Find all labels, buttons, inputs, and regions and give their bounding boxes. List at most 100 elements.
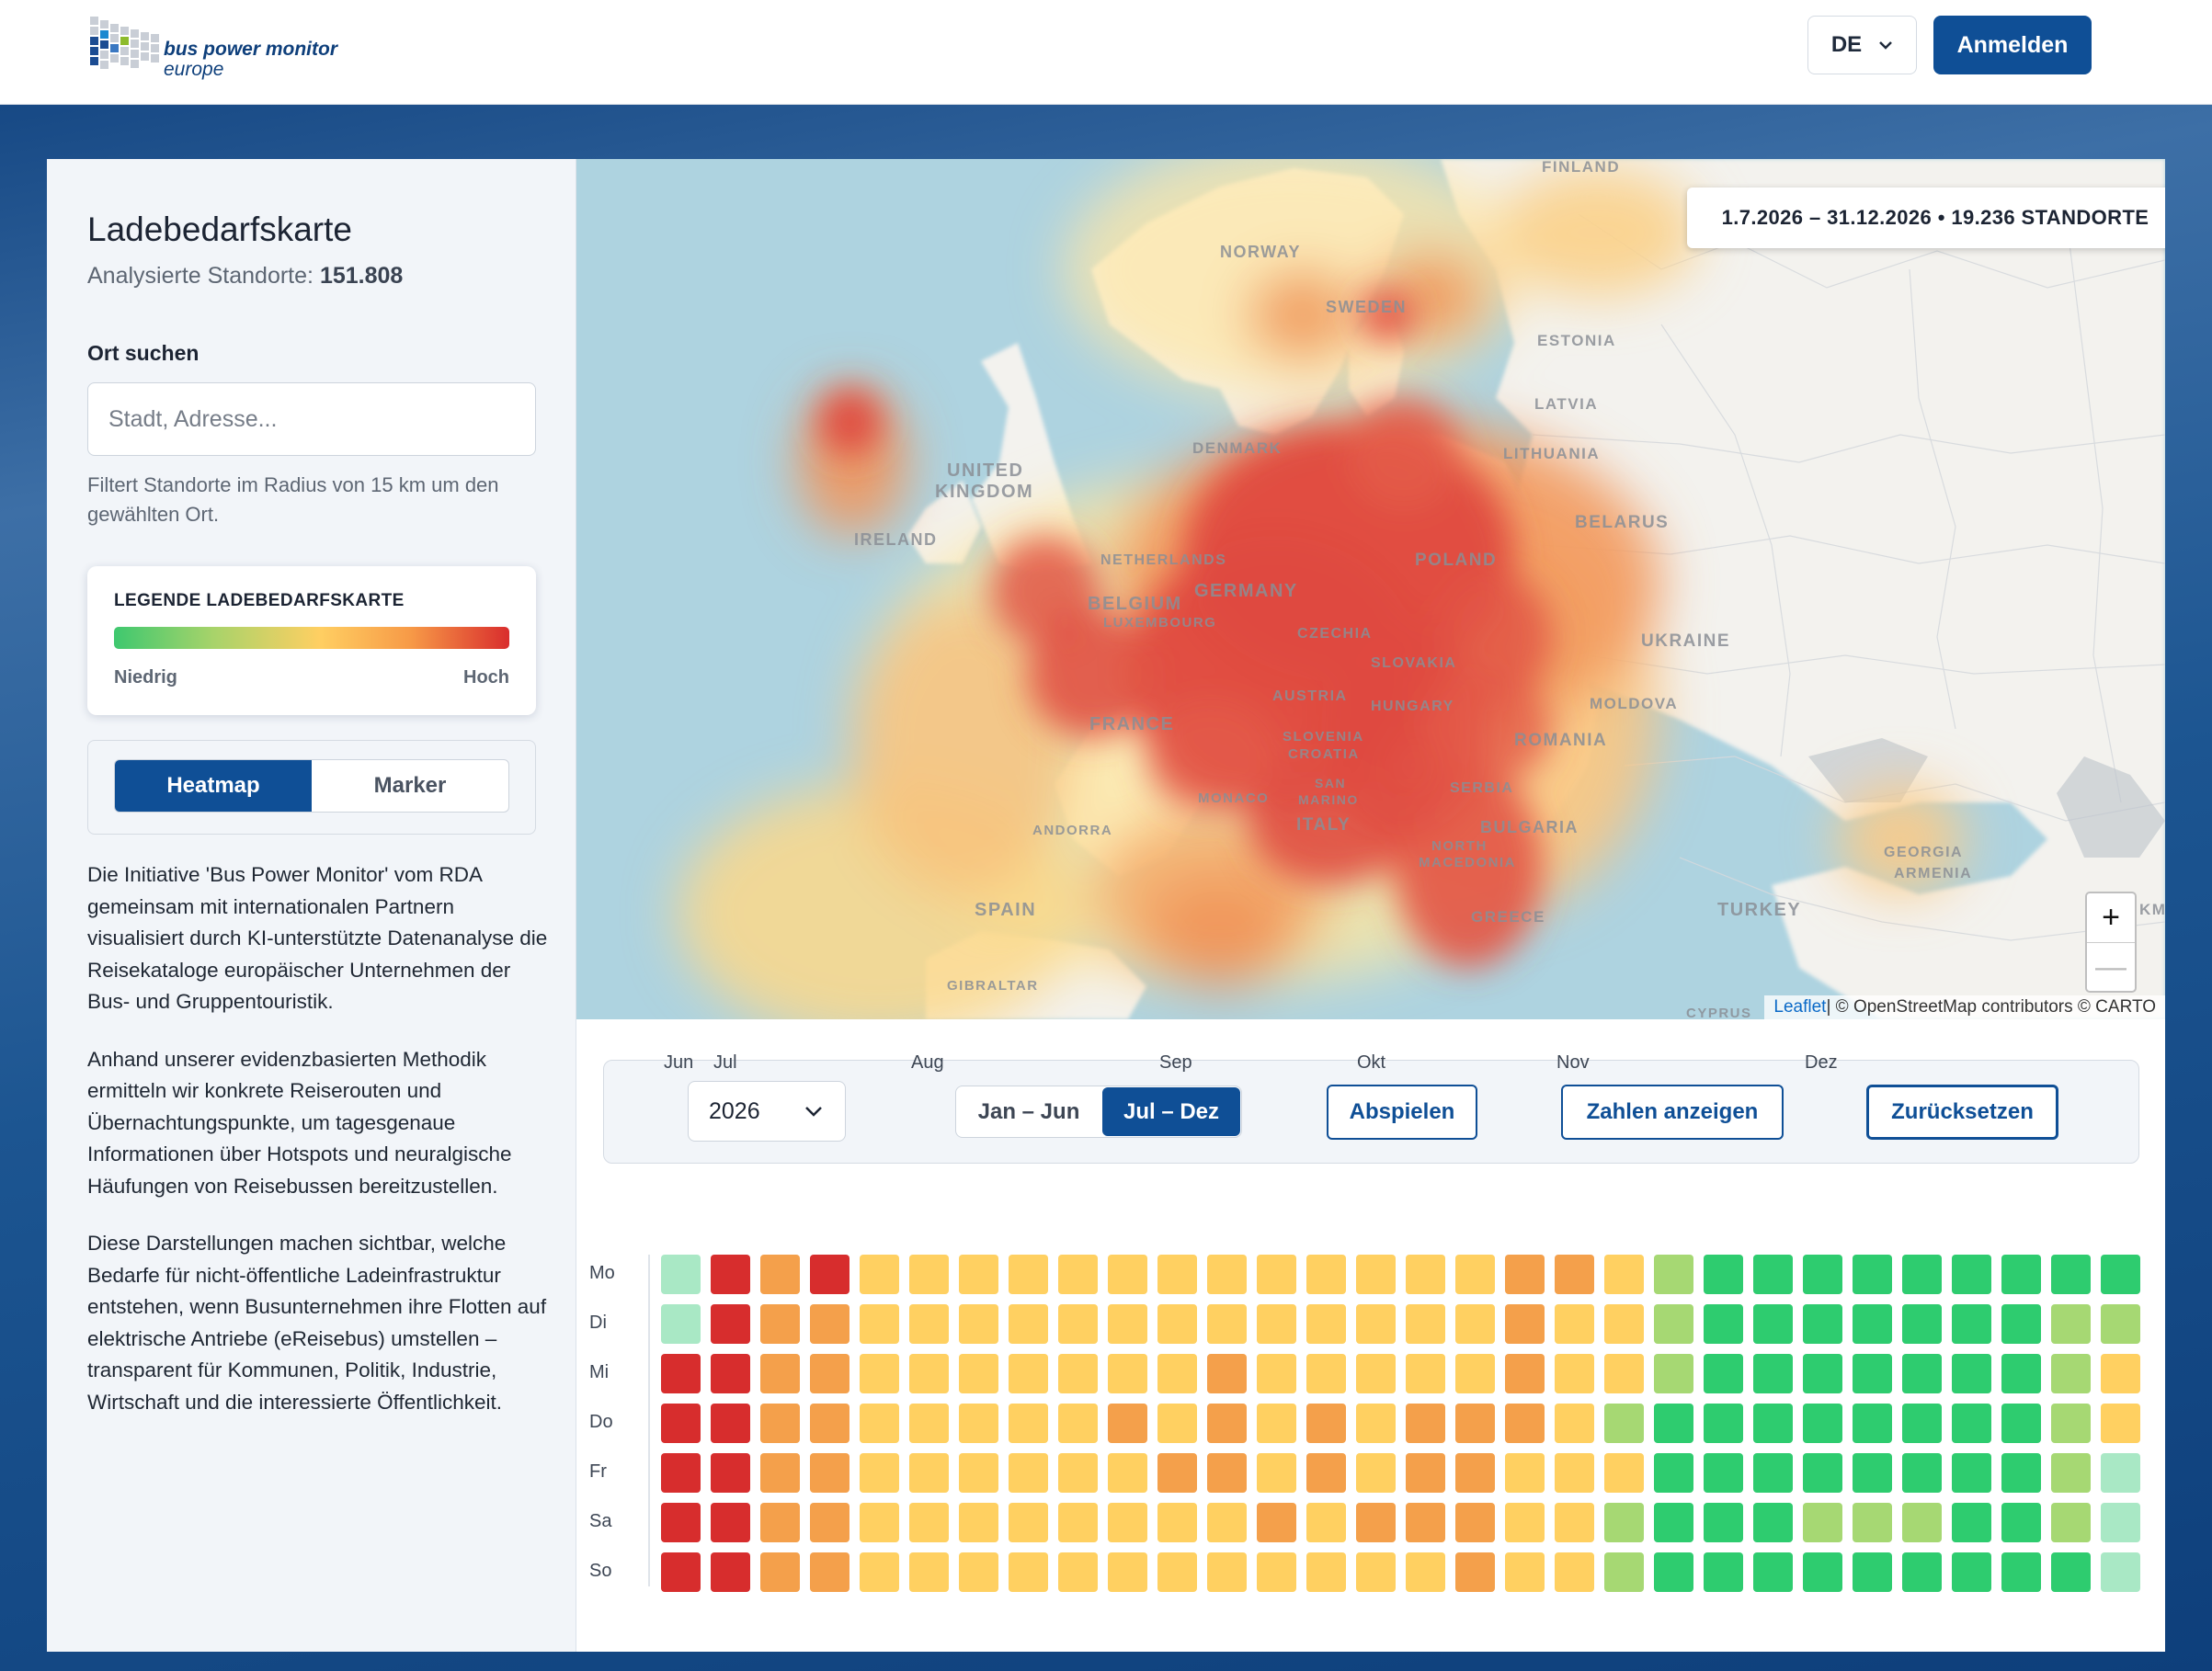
calendar-day-cell[interactable] — [810, 1354, 849, 1393]
calendar-day-cell[interactable] — [2051, 1453, 2091, 1493]
calendar-day-cell[interactable] — [2001, 1404, 2041, 1443]
calendar-day-cell[interactable] — [2051, 1552, 2091, 1592]
calendar-day-cell[interactable] — [1157, 1354, 1197, 1393]
calendar-day-cell[interactable] — [1257, 1552, 1296, 1592]
calendar-day-cell[interactable] — [711, 1255, 750, 1294]
calendar-day-cell[interactable] — [1058, 1255, 1098, 1294]
calendar-day-cell[interactable] — [1455, 1354, 1495, 1393]
calendar-day-cell[interactable] — [1356, 1354, 1396, 1393]
calendar-day-cell[interactable] — [1406, 1503, 1445, 1542]
calendar-day-cell[interactable] — [1555, 1404, 1594, 1443]
calendar-day-cell[interactable] — [1058, 1304, 1098, 1344]
calendar-day-cell[interactable] — [2001, 1354, 2041, 1393]
calendar-day-cell[interactable] — [1604, 1453, 1644, 1493]
calendar-day-cell[interactable] — [1306, 1552, 1346, 1592]
calendar-day-cell[interactable] — [1853, 1304, 1892, 1344]
calendar-day-cell[interactable] — [711, 1453, 750, 1493]
calendar-day-cell[interactable] — [661, 1354, 701, 1393]
calendar-day-cell[interactable] — [1853, 1354, 1892, 1393]
second-half-button[interactable]: Jul – Dez — [1102, 1087, 1240, 1136]
leaflet-link[interactable]: Leaflet — [1773, 997, 1827, 1017]
calendar-day-cell[interactable] — [1009, 1453, 1048, 1493]
language-select[interactable]: DE — [1807, 16, 1917, 74]
calendar-day-cell[interactable] — [1505, 1304, 1545, 1344]
calendar-day-cell[interactable] — [1306, 1304, 1346, 1344]
calendar-day-cell[interactable] — [1207, 1503, 1247, 1542]
calendar-day-cell[interactable] — [1009, 1255, 1048, 1294]
calendar-day-cell[interactable] — [760, 1354, 800, 1393]
calendar-day-cell[interactable] — [1753, 1354, 1793, 1393]
calendar-day-cell[interactable] — [1009, 1552, 1048, 1592]
calendar-day-cell[interactable] — [1455, 1552, 1495, 1592]
calendar-day-cell[interactable] — [2101, 1453, 2140, 1493]
calendar-day-cell[interactable] — [1902, 1453, 1942, 1493]
calendar-day-cell[interactable] — [860, 1354, 899, 1393]
calendar-day-cell[interactable] — [1058, 1354, 1098, 1393]
login-button[interactable]: Anmelden — [1933, 16, 2092, 74]
zoom-in-button[interactable]: + — [2102, 900, 2120, 935]
calendar-day-cell[interactable] — [1803, 1404, 1842, 1443]
calendar-day-cell[interactable] — [1704, 1453, 1743, 1493]
calendar-day-cell[interactable] — [1505, 1503, 1545, 1542]
first-half-button[interactable]: Jan – Jun — [977, 1098, 1080, 1124]
calendar-day-cell[interactable] — [1753, 1503, 1793, 1542]
calendar-day-cell[interactable] — [860, 1453, 899, 1493]
calendar-day-cell[interactable] — [711, 1503, 750, 1542]
reset-button[interactable]: Zurücksetzen — [1866, 1085, 2058, 1140]
calendar-day-cell[interactable] — [1704, 1255, 1743, 1294]
calendar-day-cell[interactable] — [1207, 1552, 1247, 1592]
calendar-day-cell[interactable] — [760, 1404, 800, 1443]
calendar-day-cell[interactable] — [1009, 1304, 1048, 1344]
calendar-day-cell[interactable] — [1555, 1552, 1594, 1592]
calendar-day-cell[interactable] — [1902, 1304, 1942, 1344]
calendar-day-cell[interactable] — [959, 1453, 998, 1493]
calendar-day-cell[interactable] — [1207, 1255, 1247, 1294]
calendar-day-cell[interactable] — [1505, 1404, 1545, 1443]
calendar-day-cell[interactable] — [1356, 1503, 1396, 1542]
calendar-day-cell[interactable] — [2101, 1503, 2140, 1542]
calendar-day-cell[interactable] — [1555, 1304, 1594, 1344]
calendar-day-cell[interactable] — [1406, 1354, 1445, 1393]
calendar-day-cell[interactable] — [959, 1552, 998, 1592]
calendar-day-cell[interactable] — [2051, 1255, 2091, 1294]
calendar-day-cell[interactable] — [860, 1304, 899, 1344]
calendar-day-cell[interactable] — [2101, 1354, 2140, 1393]
calendar-day-cell[interactable] — [1654, 1453, 1693, 1493]
calendar-day-cell[interactable] — [1306, 1503, 1346, 1542]
calendar-day-cell[interactable] — [1157, 1304, 1197, 1344]
calendar-day-cell[interactable] — [1009, 1503, 1048, 1542]
calendar-day-cell[interactable] — [810, 1255, 849, 1294]
calendar-day-cell[interactable] — [711, 1304, 750, 1344]
calendar-day-cell[interactable] — [959, 1404, 998, 1443]
calendar-day-cell[interactable] — [1555, 1503, 1594, 1542]
calendar-day-cell[interactable] — [1853, 1404, 1892, 1443]
search-input[interactable] — [87, 382, 536, 456]
calendar-day-cell[interactable] — [810, 1304, 849, 1344]
calendar-day-cell[interactable] — [1108, 1354, 1147, 1393]
calendar-day-cell[interactable] — [1306, 1404, 1346, 1443]
calendar-day-cell[interactable] — [1753, 1552, 1793, 1592]
calendar-day-cell[interactable] — [2051, 1503, 2091, 1542]
calendar-day-cell[interactable] — [1108, 1304, 1147, 1344]
calendar-day-cell[interactable] — [661, 1552, 701, 1592]
calendar-day-cell[interactable] — [1455, 1503, 1495, 1542]
calendar-day-cell[interactable] — [1207, 1453, 1247, 1493]
calendar-day-cell[interactable] — [959, 1354, 998, 1393]
calendar-day-cell[interactable] — [1356, 1552, 1396, 1592]
calendar-day-cell[interactable] — [1753, 1255, 1793, 1294]
calendar-day-cell[interactable] — [909, 1404, 949, 1443]
calendar-day-cell[interactable] — [1505, 1552, 1545, 1592]
play-button[interactable]: Abspielen — [1327, 1085, 1477, 1140]
calendar-day-cell[interactable] — [760, 1255, 800, 1294]
calendar-day-cell[interactable] — [1952, 1552, 1991, 1592]
calendar-day-cell[interactable] — [1306, 1354, 1346, 1393]
calendar-day-cell[interactable] — [1406, 1552, 1445, 1592]
calendar-day-cell[interactable] — [1704, 1503, 1743, 1542]
calendar-day-cell[interactable] — [760, 1552, 800, 1592]
calendar-day-cell[interactable] — [1406, 1304, 1445, 1344]
calendar-day-cell[interactable] — [1753, 1453, 1793, 1493]
logo[interactable]: bus power monitor europe — [88, 15, 364, 81]
calendar-day-cell[interactable] — [2051, 1354, 2091, 1393]
calendar-day-cell[interactable] — [1604, 1503, 1644, 1542]
calendar-day-cell[interactable] — [2051, 1304, 2091, 1344]
